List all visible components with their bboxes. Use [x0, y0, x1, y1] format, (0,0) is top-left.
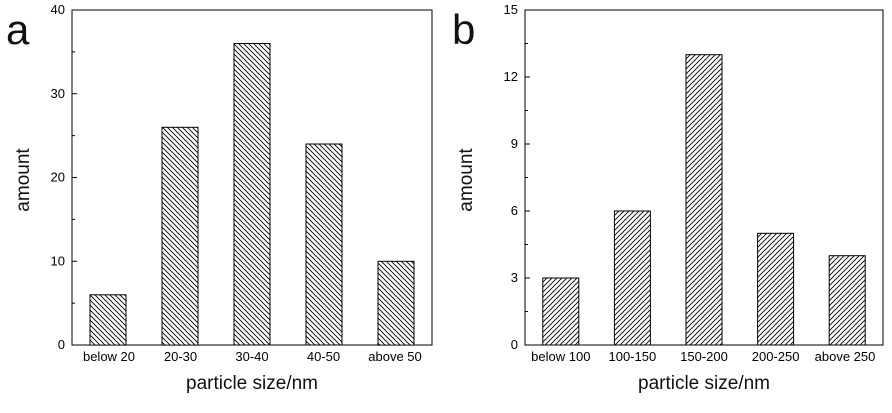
x-axis-b: below 100 100-150 150-200 200-250 above … — [531, 349, 875, 364]
x-tick-label: below 20 — [83, 349, 135, 364]
bar — [377, 260, 415, 346]
y-axis-a: 0 10 20 30 40 — [51, 2, 77, 352]
y-tick-label: 9 — [511, 136, 518, 151]
bar — [613, 210, 651, 346]
x-tick-label: above 250 — [815, 349, 876, 364]
bar — [305, 143, 343, 346]
y-tick-label: 40 — [51, 2, 65, 17]
y-axis-title-b: amount — [456, 148, 477, 212]
y-tick-marks-a — [72, 9, 77, 346]
y-tick-label: 6 — [511, 203, 518, 218]
bar — [161, 126, 199, 346]
panel-label-a: a — [6, 6, 30, 53]
y-axis-title-a: amount — [13, 148, 34, 212]
chart-panel-b: b 0 3 6 9 12 15 below 100 100-150 150-20… — [452, 2, 884, 394]
x-tick-label: 150-200 — [680, 349, 728, 364]
x-tick-label: 20-30 — [164, 349, 197, 364]
x-tick-label: 30-40 — [235, 349, 268, 364]
x-tick-label: above 50 — [368, 349, 422, 364]
x-axis-title-a: particle size/nm — [186, 373, 318, 394]
bar — [542, 277, 580, 346]
bar — [89, 294, 127, 346]
bars-b — [542, 54, 866, 346]
y-tick-label: 3 — [511, 270, 518, 285]
y-tick-label: 30 — [51, 86, 65, 101]
y-tick-label: 10 — [51, 253, 65, 268]
x-tick-label: 100-150 — [609, 349, 657, 364]
y-tick-label: 15 — [504, 2, 518, 17]
x-axis-title-b: particle size/nm — [638, 373, 770, 394]
y-tick-label: 0 — [58, 337, 65, 352]
bar — [757, 232, 795, 346]
y-tick-label: 20 — [51, 170, 65, 185]
bar — [685, 54, 723, 346]
y-axis-b: 0 3 6 9 12 15 — [504, 2, 530, 352]
chart-panel-a: a 0 10 20 30 40 below 20 20-30 30-40 40-… — [6, 2, 433, 394]
bar — [233, 43, 271, 346]
panel-label-b: b — [452, 6, 475, 53]
y-tick-marks-b — [525, 9, 530, 346]
y-tick-label: 12 — [504, 69, 518, 84]
bar — [828, 255, 866, 346]
y-tick-label: 0 — [511, 337, 518, 352]
x-tick-label: 200-250 — [752, 349, 800, 364]
x-tick-label: below 100 — [531, 349, 590, 364]
bars-a — [89, 43, 415, 346]
x-tick-label: 40-50 — [307, 349, 340, 364]
x-axis-a: below 20 20-30 30-40 40-50 above 50 — [83, 349, 422, 364]
